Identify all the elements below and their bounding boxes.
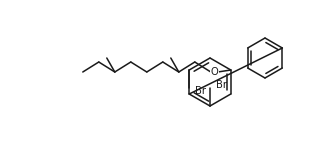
Text: O: O xyxy=(211,67,219,77)
Text: Br: Br xyxy=(195,86,206,96)
Text: Br: Br xyxy=(216,80,227,90)
